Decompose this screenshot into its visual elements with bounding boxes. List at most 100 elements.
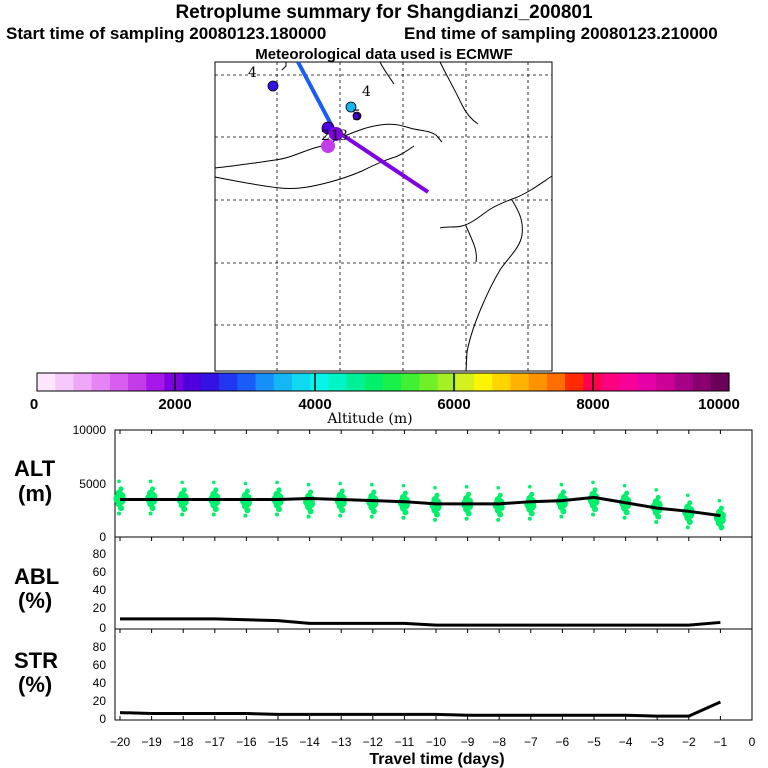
alt-unit: (m) [18, 481, 52, 506]
x-tick-label: −5 [587, 735, 601, 749]
colorbar-cell [674, 373, 693, 391]
alt-dot [403, 491, 408, 496]
alt-dot [623, 516, 627, 520]
alt-dot [401, 516, 405, 520]
str-tick-20: 20 [93, 694, 107, 708]
colorbar-tick-6000: 6000 [437, 396, 470, 413]
colorbar-cell [201, 373, 220, 391]
colorbar-cell [110, 373, 129, 391]
alt-dot [591, 513, 595, 517]
alt-dot [307, 515, 311, 519]
x-tick-label: −12 [363, 735, 384, 749]
alt-dot [338, 482, 342, 486]
colorbar-cell [456, 373, 475, 391]
alt-dot [308, 490, 313, 495]
x-tick-label: −1 [714, 735, 728, 749]
colorbar-tick-8000: 8000 [576, 396, 609, 413]
alt-dot [528, 485, 532, 489]
str-tick-80: 80 [93, 640, 107, 654]
colorbar-cell [164, 373, 183, 391]
abl-tick-80: 80 [93, 547, 107, 561]
colorbar-cell [365, 373, 384, 391]
alt-dot [624, 491, 629, 496]
alt-dot [212, 513, 216, 517]
alt-dot [371, 490, 376, 495]
colorbar-cell [474, 373, 493, 391]
alt-dot [370, 483, 374, 487]
str-label: STR [14, 648, 58, 673]
alt-label: ALT [14, 456, 56, 481]
alt-dot [180, 481, 184, 485]
colorbar-cell [510, 373, 529, 391]
alt-dot [245, 488, 250, 493]
alt-dot [593, 487, 598, 492]
x-tick-label: −13 [331, 735, 352, 749]
alt-dot [149, 511, 153, 515]
colorbar-cell [128, 373, 147, 391]
colorbar-cell [274, 373, 293, 391]
alt-dot [528, 517, 532, 521]
str-tick-40: 40 [93, 676, 107, 690]
alt-dot [275, 481, 279, 485]
alt-dot [433, 486, 437, 490]
colorbar-cell [711, 373, 730, 391]
alt-dot [654, 520, 658, 524]
alt-dot [686, 525, 690, 529]
map-number-4-right: 4 [362, 84, 371, 100]
colorbar-cell [656, 373, 675, 391]
alt-dot [435, 493, 440, 498]
alt-dot [496, 486, 500, 490]
str-panel: STR (%) 80 60 40 20 0 [14, 629, 752, 726]
colorbar-tick-0: 0 [30, 396, 38, 413]
colorbar-cell [529, 373, 548, 391]
abl-tick-40: 40 [93, 583, 107, 597]
alt-dot [687, 500, 692, 505]
alt-dot [559, 515, 563, 519]
alt-dot [529, 492, 534, 497]
alt-dot [623, 484, 627, 488]
x-tick-label: −15 [268, 735, 289, 749]
alt-dot [496, 518, 500, 522]
colorbar-cell [383, 373, 402, 391]
colorbar-cell [620, 373, 639, 391]
colorbar-tick-10000: 10000 [698, 396, 740, 413]
alt-dot [307, 483, 311, 487]
alt-dot [277, 487, 282, 492]
x-tick-label: −9 [461, 735, 475, 749]
colorbar-cell [602, 373, 621, 391]
alt-dot [433, 518, 437, 522]
str-line [120, 702, 720, 716]
alt-dot [402, 484, 406, 488]
colorbar-cell [565, 373, 584, 391]
x-tick-label: −7 [524, 735, 538, 749]
alt-dot [213, 487, 218, 492]
x-tick-label: −10 [426, 735, 447, 749]
alt-dot [149, 480, 153, 484]
abl-tick-60: 60 [93, 565, 107, 579]
colorbar-cell [401, 373, 420, 391]
colorbar-cell [73, 373, 92, 391]
alt-dot [718, 499, 722, 503]
alt-dot [275, 513, 279, 517]
colorbar-cell [419, 373, 438, 391]
str-tick-0: 0 [99, 712, 106, 726]
alt-dot [243, 514, 247, 518]
colorbar-cell [37, 373, 56, 391]
alt-dot [686, 493, 690, 497]
alt-tick-10000: 10000 [73, 423, 107, 437]
alt-dot [370, 515, 374, 519]
alt-dot [466, 492, 471, 497]
colorbar-cell [328, 373, 347, 391]
abl-label: ABL [14, 564, 59, 589]
map-number-4-left: 4 [248, 65, 257, 81]
colorbar-tick-2000: 2000 [158, 396, 191, 413]
alt-panel: ALT (m) 10000 5000 0 [14, 423, 752, 544]
colorbar-cell [547, 373, 566, 391]
str-tick-60: 60 [93, 658, 107, 672]
alt-dot [117, 511, 121, 515]
abl-tick-0: 0 [99, 621, 106, 635]
colorbar-label: Altitude (m) [326, 411, 412, 427]
alt-dot [465, 517, 469, 521]
colorbar-cell [237, 373, 256, 391]
map-number-3: 3 [339, 128, 348, 144]
